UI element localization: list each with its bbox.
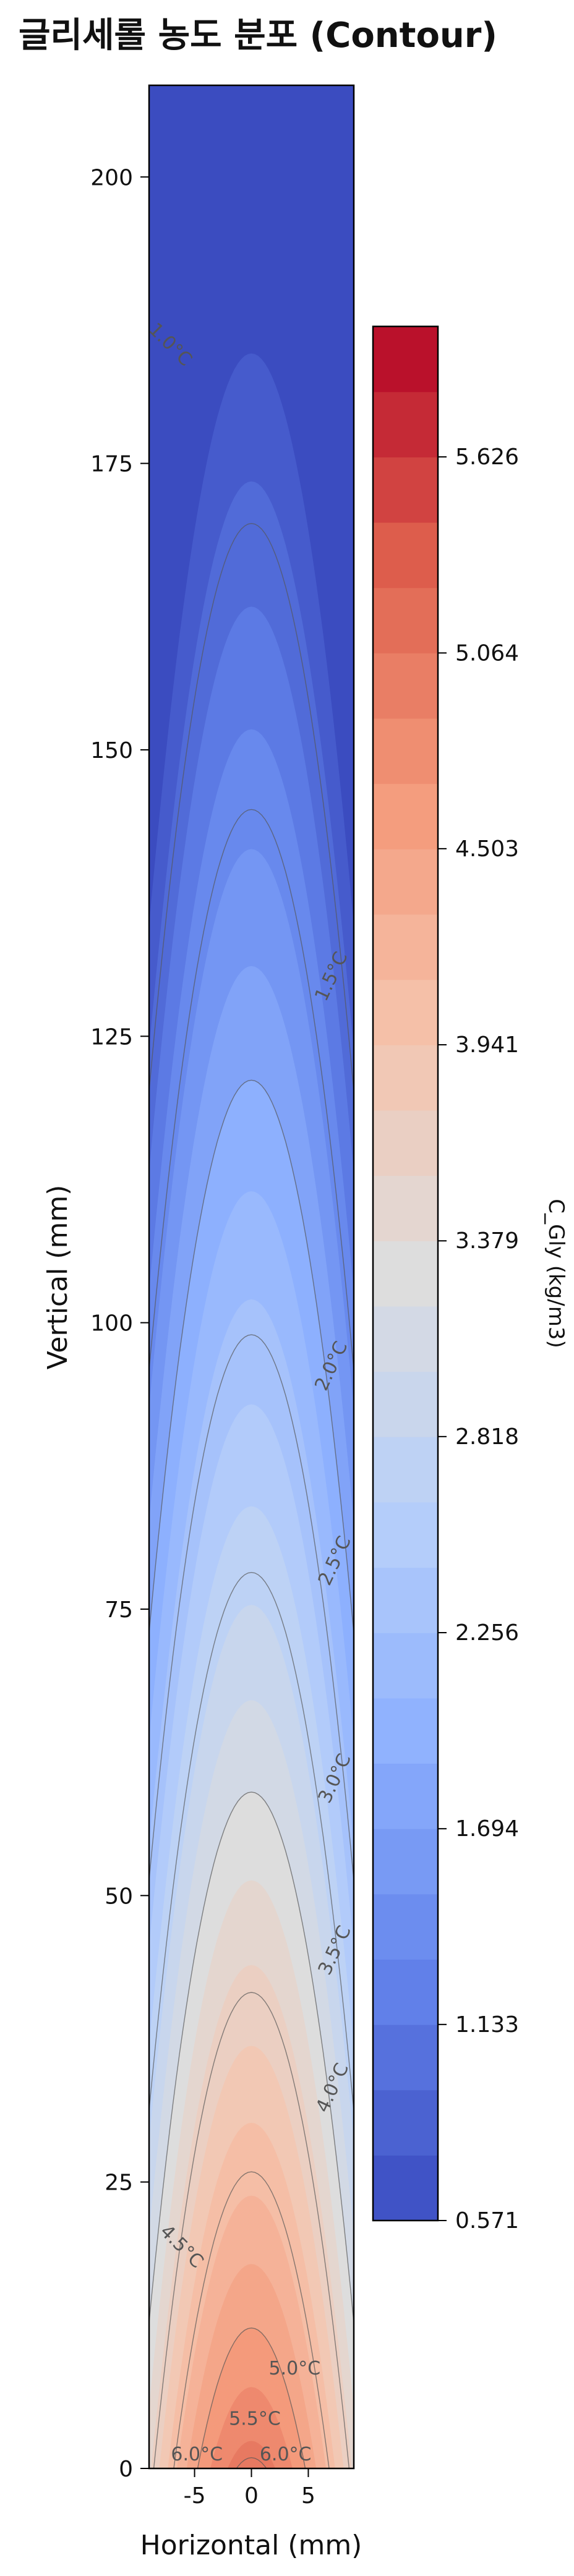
colorbar-band bbox=[373, 1437, 438, 1503]
x-axis-label: Horizontal (mm) bbox=[140, 2530, 362, 2561]
colorbar-bands bbox=[373, 326, 438, 2221]
colorbar-band bbox=[373, 1959, 438, 2025]
colorbar-band bbox=[373, 1698, 438, 1764]
colorbar-tick-label: 3.941 bbox=[455, 1032, 519, 1058]
colorbar-tick-label: 2.256 bbox=[455, 1620, 519, 1646]
colorbar-band bbox=[373, 1829, 438, 1895]
colorbar-band bbox=[373, 326, 438, 393]
contour-label: 6.0°C bbox=[260, 2444, 312, 2465]
x-tick-label: 0 bbox=[244, 2483, 259, 2509]
colorbar-band bbox=[373, 849, 438, 915]
contour-line bbox=[149, 1079, 354, 1633]
colorbar-tick-label: 1.694 bbox=[455, 1816, 519, 1842]
colorbar-band bbox=[373, 718, 438, 784]
colorbar-label: C_Gly (kg/m3) bbox=[544, 1199, 568, 1348]
colorbar-band bbox=[373, 391, 438, 457]
contour-band bbox=[149, 2441, 354, 2468]
colorbar-ticks: 0.571 1.133 1.694 2.256 2.818 3.379 3.941 4.503… bbox=[438, 444, 519, 2234]
colorbar-tick-label: 3.379 bbox=[455, 1228, 519, 1254]
colorbar-band bbox=[373, 522, 438, 589]
colorbar-tick-label: 2.818 bbox=[455, 1424, 519, 1450]
contour-label: 6.0°C bbox=[171, 2444, 223, 2465]
colorbar-tick-label: 4.503 bbox=[455, 836, 519, 862]
colorbar: 0.571 1.133 1.694 2.256 2.818 3.379 3.941 4.503… bbox=[372, 325, 568, 2234]
colorbar-band bbox=[373, 1241, 438, 1307]
contour-line bbox=[236, 2457, 267, 2468]
x-axis: -5 0 5 bbox=[184, 2468, 315, 2509]
colorbar-band bbox=[373, 979, 438, 1045]
contour-line bbox=[149, 1792, 354, 2323]
colorbar-band bbox=[373, 1110, 438, 1176]
contour-line bbox=[197, 2327, 306, 2468]
colorbar-band bbox=[373, 914, 438, 980]
colorbar-tick-label: 5.626 bbox=[455, 444, 519, 470]
y-tick-label: 175 bbox=[90, 452, 133, 477]
y-tick-label: 0 bbox=[119, 2457, 133, 2482]
colorbar-band bbox=[373, 1306, 438, 1372]
y-tick-label: 125 bbox=[90, 1024, 133, 1050]
colorbar-band bbox=[373, 1175, 438, 1241]
colorbar-band bbox=[373, 587, 438, 653]
colorbar-band bbox=[373, 1567, 438, 1633]
y-tick-label: 75 bbox=[105, 1597, 133, 1623]
x-tick-label: 5 bbox=[301, 2483, 315, 2509]
contour-line bbox=[149, 1334, 354, 1881]
colorbar-band bbox=[373, 1371, 438, 1437]
colorbar-band bbox=[373, 783, 438, 849]
colorbar-tick-label: 0.571 bbox=[455, 2208, 519, 2234]
contour-line bbox=[173, 2171, 330, 2468]
contour-line bbox=[149, 523, 354, 1092]
y-axis: 0 25 50 75 100 125 150 175 200 bbox=[90, 165, 149, 2482]
y-tick-label: 150 bbox=[90, 738, 133, 763]
contour-line bbox=[149, 809, 354, 1370]
y-tick-label: 100 bbox=[90, 1311, 133, 1337]
y-tick-label: 50 bbox=[105, 1884, 133, 1909]
contour-line bbox=[149, 1571, 354, 2111]
colorbar-band bbox=[373, 653, 438, 719]
contour-label: 5.0°C bbox=[269, 2358, 321, 2379]
contour-line bbox=[153, 1992, 350, 2468]
contour-band bbox=[149, 2387, 354, 2468]
contour-fill-bands bbox=[149, 85, 354, 2468]
colorbar-band bbox=[373, 2089, 438, 2156]
colorbar-tick-label: 1.133 bbox=[455, 2012, 519, 2038]
colorbar-frame bbox=[372, 325, 439, 2222]
colorbar-band bbox=[373, 1633, 438, 1699]
y-axis-label: Vertical (mm) bbox=[42, 1185, 74, 1370]
x-tick-label: -5 bbox=[184, 2483, 206, 2509]
y-tick-label: 25 bbox=[105, 2170, 133, 2196]
contour-lines bbox=[149, 523, 354, 2468]
y-tick-label: 200 bbox=[90, 165, 133, 190]
colorbar-band bbox=[373, 2025, 438, 2091]
colorbar-band bbox=[373, 1894, 438, 1960]
colorbar-band bbox=[373, 1045, 438, 1111]
colorbar-tick-label: 5.064 bbox=[455, 640, 519, 666]
contour-label: 5.5°C bbox=[229, 2408, 281, 2430]
colorbar-band bbox=[373, 1763, 438, 1829]
plot-area: 1.0°C1.5°C2.0°C2.5°C3.0°C3.5°C4.0°C4.5°C… bbox=[148, 84, 355, 2470]
chart-title: 글리세롤 농도 분포 (Contour) bbox=[19, 15, 497, 56]
colorbar-band bbox=[373, 1502, 438, 1568]
colorbar-band bbox=[373, 457, 438, 523]
colorbar-band bbox=[373, 2155, 438, 2221]
